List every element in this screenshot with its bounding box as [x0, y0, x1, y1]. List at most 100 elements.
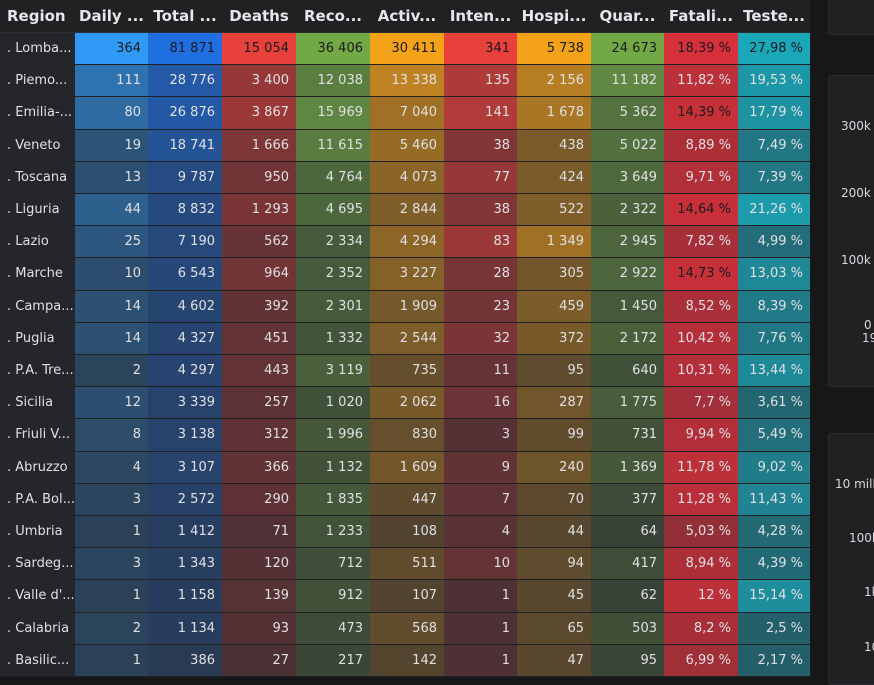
- table-cell: 2 301: [296, 290, 370, 322]
- table-cell: 27: [222, 644, 296, 676]
- table-cell: 18 741: [148, 129, 222, 161]
- table-cell: 341: [444, 33, 517, 65]
- table-cell: 95: [517, 355, 591, 387]
- axis-label: 1k: [864, 585, 874, 599]
- table-cell: 1: [444, 644, 517, 676]
- table-cell: 2: [75, 612, 148, 644]
- table-cell: 522: [517, 194, 591, 226]
- table-cell: 12 038: [296, 65, 370, 97]
- table-cell: 731: [591, 419, 664, 451]
- table-cell: 240: [517, 451, 591, 483]
- table-cell: 3 649: [591, 161, 664, 193]
- table-cell: 65: [517, 612, 591, 644]
- axis-label: 300k: [841, 119, 871, 133]
- panel: 300k 200k 100k 0 19: [828, 75, 874, 387]
- table-cell: 3 400: [222, 65, 296, 97]
- table-cell: 141: [444, 97, 517, 129]
- table-cell: 459: [517, 290, 591, 322]
- table-cell: 4 327: [148, 322, 222, 354]
- table-cell: 2: [75, 355, 148, 387]
- table-cell: 14,39 %: [664, 97, 738, 129]
- table-cell: 2 922: [591, 258, 664, 290]
- column-header[interactable]: Daily ...: [75, 0, 148, 33]
- table-cell: 6,99 %: [664, 644, 738, 676]
- table-cell: 9,71 %: [664, 161, 738, 193]
- table-cell: 7,82 %: [664, 226, 738, 258]
- table-cell: 7,76 %: [738, 322, 810, 354]
- table-cell: 1 835: [296, 483, 370, 515]
- table-cell: 417: [591, 548, 664, 580]
- column-header[interactable]: Deaths: [222, 0, 296, 33]
- column-header[interactable]: Region: [0, 0, 75, 33]
- table-cell: 377: [591, 483, 664, 515]
- table-cell: 2 156: [517, 65, 591, 97]
- column-header[interactable]: Inten...: [444, 0, 517, 33]
- table-cell: 3: [75, 483, 148, 515]
- table-cell: 21,26 %: [738, 194, 810, 226]
- column-header[interactable]: Activ...: [370, 0, 444, 33]
- table-cell: 2 062: [370, 387, 444, 419]
- table-cell: 4,39 %: [738, 548, 810, 580]
- table-cell: 9,02 %: [738, 451, 810, 483]
- table-cell: 70: [517, 483, 591, 515]
- table-cell: 447: [370, 483, 444, 515]
- table-cell: 107: [370, 580, 444, 612]
- table-cell: 3,61 %: [738, 387, 810, 419]
- table-cell: 424: [517, 161, 591, 193]
- table-cell: 99: [517, 419, 591, 451]
- table-cell: 38: [444, 129, 517, 161]
- table-cell: 12: [75, 387, 148, 419]
- table-cell: . Lazio: [0, 226, 75, 258]
- table-cell: 9,94 %: [664, 419, 738, 451]
- column-header[interactable]: Quar...: [591, 0, 664, 33]
- table-cell: 1: [75, 580, 148, 612]
- table-cell: . Veneto: [0, 129, 75, 161]
- table-cell: 5,49 %: [738, 419, 810, 451]
- table-cell: 27,98 %: [738, 33, 810, 65]
- table-cell: 64: [591, 516, 664, 548]
- table-cell: 83: [444, 226, 517, 258]
- table-cell: 5 362: [591, 97, 664, 129]
- table-cell: . Piemo...: [0, 65, 75, 97]
- table-cell: 438: [517, 129, 591, 161]
- table-cell: 2 352: [296, 258, 370, 290]
- table-cell: 8,94 %: [664, 548, 738, 580]
- table-cell: 19: [75, 129, 148, 161]
- table-cell: 26 876: [148, 97, 222, 129]
- table-cell: 4 294: [370, 226, 444, 258]
- table-cell: 5,03 %: [664, 516, 738, 548]
- table-cell: 473: [296, 612, 370, 644]
- table-cell: 2 844: [370, 194, 444, 226]
- table-cell: 1 412: [148, 516, 222, 548]
- table-cell: 11,43 %: [738, 483, 810, 515]
- table-cell: 135: [444, 65, 517, 97]
- table-cell: 4,99 %: [738, 226, 810, 258]
- table-cell: 1: [444, 612, 517, 644]
- table-cell: . Marche: [0, 258, 75, 290]
- table-cell: 1 134: [148, 612, 222, 644]
- table-cell: 1 233: [296, 516, 370, 548]
- column-header[interactable]: Total ...: [148, 0, 222, 33]
- table-cell: 5 460: [370, 129, 444, 161]
- table-cell: 451: [222, 322, 296, 354]
- table-cell: 568: [370, 612, 444, 644]
- axis-label: 100k: [841, 253, 871, 267]
- table-cell: 712: [296, 548, 370, 580]
- table-cell: 503: [591, 612, 664, 644]
- table-cell: 8: [75, 419, 148, 451]
- table-cell: 11,28 %: [664, 483, 738, 515]
- table-cell: 2,17 %: [738, 644, 810, 676]
- table-cell: 44: [75, 194, 148, 226]
- column-header[interactable]: Fatali...: [664, 0, 738, 33]
- table-cell: 81 871: [148, 33, 222, 65]
- table-cell: 364: [75, 33, 148, 65]
- table-cell: 640: [591, 355, 664, 387]
- column-header[interactable]: Hospi...: [517, 0, 591, 33]
- column-header[interactable]: Reco...: [296, 0, 370, 33]
- column-header[interactable]: Teste...: [738, 0, 810, 33]
- table-cell: . Friuli V...: [0, 419, 75, 451]
- table-cell: 15 054: [222, 33, 296, 65]
- table-cell: 13 338: [370, 65, 444, 97]
- table-cell: 964: [222, 258, 296, 290]
- table-cell: 6 543: [148, 258, 222, 290]
